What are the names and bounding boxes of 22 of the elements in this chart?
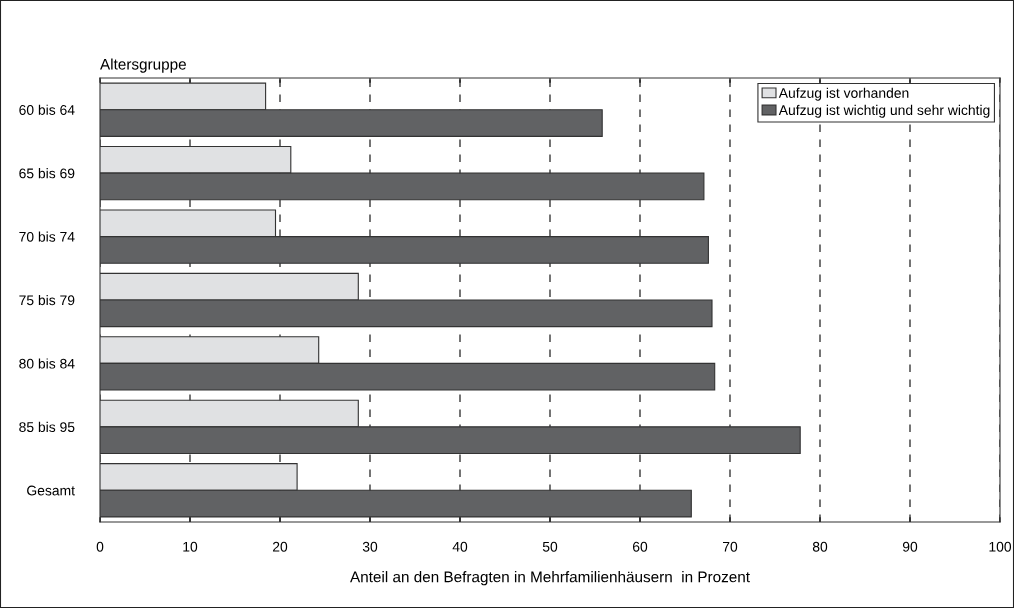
x-tick-label: 20	[272, 541, 288, 552]
x-tick-label: 40	[452, 541, 468, 552]
x-tick-label: 100	[989, 541, 1012, 552]
x-tick-label: 70	[722, 541, 738, 552]
y-tick-label: 65 bis 69	[19, 168, 75, 179]
y-tick-label: Gesamt	[27, 485, 75, 496]
x-tick-label: 60	[632, 541, 648, 552]
x-tick-label: 30	[362, 541, 378, 552]
x-tick-label: 0	[96, 541, 104, 552]
y-axis-title: Altersgruppe	[100, 58, 186, 73]
y-tick-label: 80 bis 84	[19, 358, 75, 369]
y-tick-label: 75 bis 79	[19, 294, 75, 306]
x-tick-label: 10	[183, 541, 198, 552]
y-tick-label: 60 bis 64	[19, 104, 75, 115]
legend-label: Aufzug ist wichtig und sehr wichtig	[778, 104, 990, 118]
y-tick-label: 85 bis 95	[19, 421, 75, 433]
x-tick-label: 80	[812, 541, 828, 552]
x-axis-title: Anteil an den Befragten in Mehrfamilienhäusern in Prozent	[350, 571, 750, 586]
x-tick-label: 90	[902, 541, 918, 552]
y-tick-label: 70 bis 74	[19, 231, 75, 242]
x-tick-label: 50	[542, 541, 558, 552]
legend-label: Aufzug ist vorhanden	[778, 87, 909, 101]
